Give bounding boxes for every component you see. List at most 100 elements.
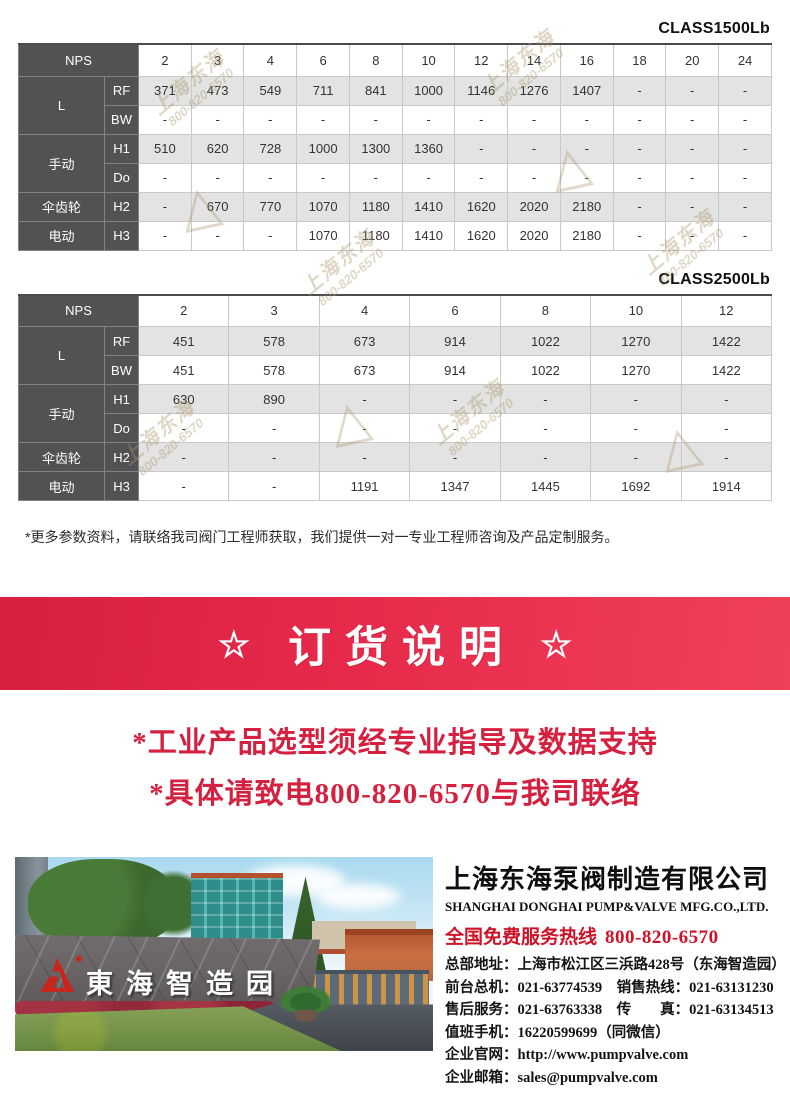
value-cell: 1914 — [680, 471, 773, 501]
value-cell: - — [401, 104, 456, 135]
value-cell: 1070 — [296, 191, 350, 222]
value-cell: - — [559, 133, 614, 164]
value-cell: 1410 — [401, 220, 456, 251]
value-cell: 673 — [318, 326, 411, 356]
banner-title: 订货说明 — [288, 623, 516, 672]
spec-tables-section: 上海东海 800-820-6570 上海东海 800-820-6570 上海东海 80… — [0, 0, 790, 547]
nps-size-cell: 12 — [454, 43, 509, 77]
value-cell: 670 — [190, 191, 245, 222]
service-hotline: 全国免费服务热线 800-820-6570 — [445, 922, 786, 949]
value-cell: - — [718, 75, 772, 106]
value-cell: - — [190, 162, 245, 193]
nps-size-cell: 8 — [348, 43, 403, 77]
value-cell: 1360 — [401, 133, 456, 164]
company-name-en: SHANGHAI DONGHAI PUMP&VALVE MFG.CO.,LTD. — [445, 899, 769, 914]
value-cell: 2180 — [559, 220, 614, 251]
value-cell: 510 — [138, 133, 192, 164]
value-cell: - — [680, 442, 773, 472]
nps-size-cell: 20 — [665, 43, 720, 77]
value-cell: - — [409, 442, 501, 472]
nps-size-cell: 24 — [718, 43, 772, 77]
value-cell: - — [401, 162, 456, 193]
value-cell: 1620 — [454, 220, 509, 251]
value-cell: 620 — [190, 133, 245, 164]
value-cell: 728 — [243, 133, 298, 164]
nps-size-cell: 8 — [499, 294, 592, 327]
value-cell: - — [559, 162, 614, 193]
value-cell: 1000 — [401, 75, 456, 106]
table-title-class1500: CLASS1500Lb — [658, 20, 770, 37]
row-sub-label: RF — [103, 326, 140, 356]
value-cell: 578 — [228, 355, 320, 385]
value-cell: 2020 — [507, 191, 561, 222]
value-cell: - — [718, 104, 772, 135]
table-row: 电动 H3- - -1070 1180 1410 1620 2020 2180- - - — [18, 220, 772, 251]
table-row: BW 451 578 673 914 1022 1270 1422 — [19, 355, 773, 385]
row-sub-label: H3 — [103, 220, 140, 251]
row-sub-label: H3 — [103, 471, 140, 501]
value-cell: - — [612, 133, 667, 164]
spec-table: NPS 2 3 4 6 8 10 12 L RF 451 578 673 914 1022 1270 1422 B… — [17, 293, 773, 501]
value-cell: 451 — [138, 326, 230, 356]
row-sub-label: Do — [103, 413, 140, 443]
value-cell: - — [718, 191, 772, 222]
nps-size-cell: 6 — [296, 43, 350, 77]
nps-size-cell: 10 — [590, 294, 682, 327]
row-group-label: 伞齿轮 — [18, 191, 105, 222]
value-cell: 371 — [138, 75, 192, 106]
table-header-row: NPS 2 3 4 6 8 10 12 — [17, 294, 773, 327]
value-cell: 630 — [138, 384, 230, 414]
value-cell: 1022 — [499, 326, 592, 356]
value-cell: - — [665, 220, 720, 251]
photo-sign-wall — [15, 934, 321, 1007]
row-sub-label: Do — [103, 162, 140, 193]
value-cell: - — [296, 104, 350, 135]
value-cell: - — [612, 220, 667, 251]
nps-size-cell: 4 — [318, 294, 411, 327]
value-cell: - — [454, 162, 509, 193]
photo-cycad-plant — [278, 985, 333, 1015]
value-cell: - — [718, 220, 772, 251]
row-sub-label: H2 — [103, 191, 140, 222]
value-cell: - — [590, 413, 682, 443]
factory-photo: 東海智造园 — [15, 857, 433, 1051]
value-cell: - — [590, 384, 682, 414]
nps-size-cell: 6 — [409, 294, 501, 327]
value-cell: - — [138, 162, 192, 193]
donghai-logo-dot — [75, 955, 82, 962]
table-title-class2500: CLASS2500Lb — [658, 270, 770, 288]
value-cell: - — [409, 413, 501, 443]
contact-line-website[interactable]: 企业官网：http://www.pumpvalve.com — [445, 1047, 689, 1063]
value-cell: 914 — [409, 326, 501, 356]
star-icon: ☆ — [217, 623, 250, 665]
value-cell: - — [228, 442, 320, 472]
value-cell: 1270 — [590, 355, 682, 385]
row-group-label: L — [18, 75, 105, 135]
value-cell: 1191 — [318, 471, 411, 501]
value-cell: - — [348, 104, 403, 135]
value-cell: - — [680, 413, 773, 443]
value-cell: - — [243, 162, 298, 193]
nps-size-cell: 14 — [507, 43, 561, 77]
value-cell: - — [507, 133, 561, 164]
value-cell: - — [138, 471, 230, 501]
notice-lines: *工业产品选型须经专业指导及数据支持 *具体请致电800-820-6570与我司… — [0, 718, 790, 820]
value-cell: 1180 — [348, 220, 403, 251]
table-row: L RF 451 578 673 914 1022 1270 1422 — [18, 326, 773, 385]
table-row: 电动 H3- -1191 1347 1445 1692 1914 — [18, 471, 773, 501]
value-cell: - — [138, 413, 230, 443]
value-cell: - — [718, 133, 772, 164]
value-cell: 1300 — [348, 133, 403, 164]
value-cell: 711 — [296, 75, 350, 106]
row-group-label: L — [18, 326, 105, 385]
nps-size-cell: 3 — [190, 43, 245, 77]
order-info-banner: ☆ 订货说明 ☆ — [0, 597, 790, 690]
row-group-label: 电动 — [18, 471, 105, 501]
value-cell: 2020 — [507, 220, 561, 251]
value-cell: - — [190, 104, 245, 135]
row-sub-label: H1 — [103, 384, 140, 414]
star-icon: ☆ — [540, 623, 573, 665]
contact-line-email[interactable]: 企业邮箱：sales@pumpvalve.com — [445, 1069, 658, 1086]
table-row: 手动 H1 510 620 728 1000 1300 1360- - - - - - — [18, 133, 772, 193]
value-cell: - — [318, 413, 411, 443]
